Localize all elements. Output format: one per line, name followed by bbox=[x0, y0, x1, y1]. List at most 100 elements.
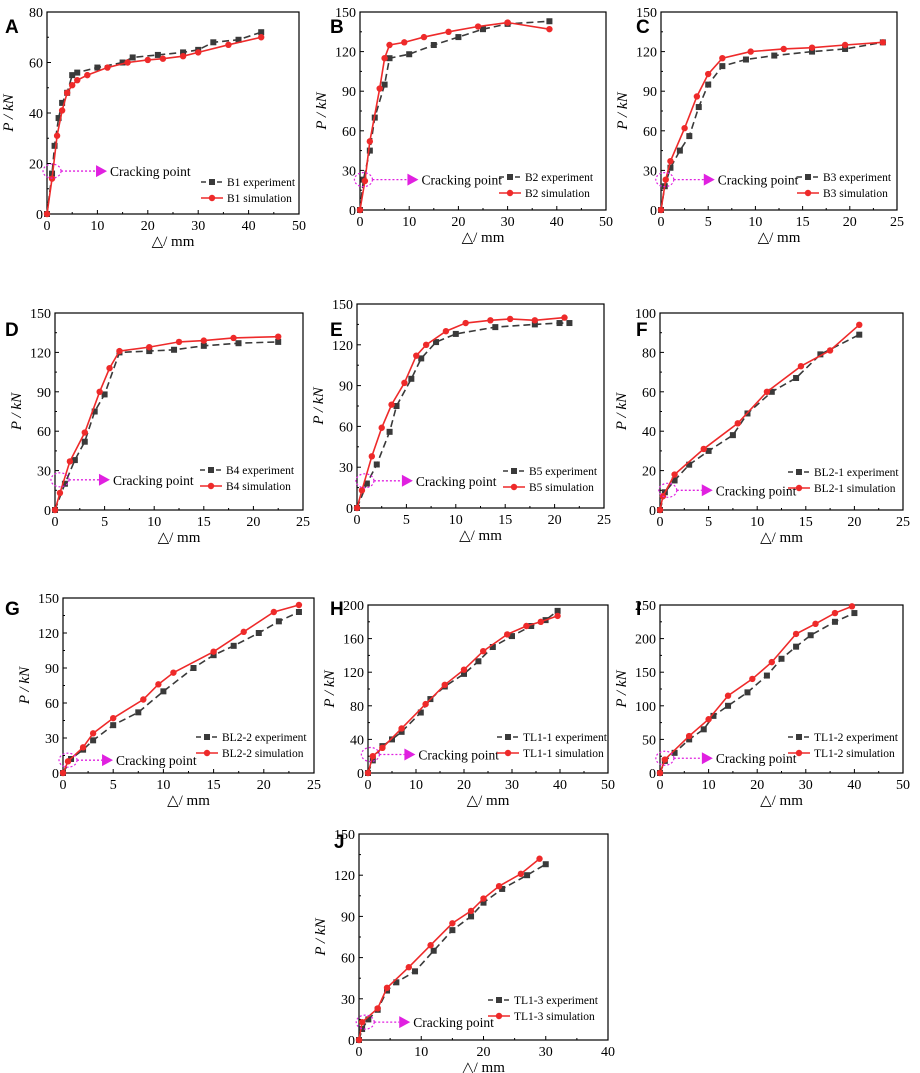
x-tick-label: 15 bbox=[498, 513, 512, 528]
simulation-marker bbox=[462, 319, 469, 327]
simulation-marker bbox=[661, 756, 669, 763]
simulation-marker bbox=[812, 620, 819, 628]
x-tick-label: 0 bbox=[365, 778, 372, 793]
x-axis-title: △/ mm bbox=[167, 793, 210, 809]
experiment-marker bbox=[461, 670, 467, 677]
x-tick-label: 10 bbox=[449, 513, 463, 528]
simulation-marker bbox=[210, 648, 217, 655]
simulation-marker bbox=[96, 388, 103, 395]
simulation-marker bbox=[63, 89, 71, 97]
legend-entry-label: TL1-3 simulation bbox=[514, 1011, 595, 1023]
simulation-marker bbox=[240, 628, 247, 636]
x-tick-label: 10 bbox=[702, 778, 716, 793]
simulation-marker bbox=[795, 749, 803, 757]
simulation-marker bbox=[480, 895, 487, 902]
simulation-marker bbox=[826, 347, 834, 354]
legend-entry-label: B5 simulation bbox=[529, 482, 594, 494]
simulation-marker bbox=[671, 471, 678, 478]
y-tick-label: 0 bbox=[649, 504, 656, 519]
simulation-marker bbox=[208, 194, 216, 202]
x-tick-label: 30 bbox=[191, 219, 205, 234]
y-tick-label: 150 bbox=[335, 6, 356, 21]
y-tick-label: 150 bbox=[334, 828, 355, 843]
y-tick-label: 30 bbox=[643, 164, 657, 179]
x-tick-label: 0 bbox=[354, 513, 361, 528]
y-tick-label: 200 bbox=[343, 599, 364, 614]
y-tick-label: 80 bbox=[642, 346, 656, 361]
x-tick-label: 20 bbox=[843, 215, 857, 230]
x-tick-label: 15 bbox=[197, 515, 211, 530]
simulation-marker bbox=[366, 138, 374, 145]
cracking-point-annotation: Cracking point bbox=[58, 752, 197, 768]
cracking-point-annotation: Cracking point bbox=[42, 163, 191, 179]
cracking-point-annotation: Cracking point bbox=[360, 746, 499, 763]
y-tick-label: 150 bbox=[332, 298, 353, 313]
y-tick-label: 60 bbox=[45, 697, 59, 712]
experiment-marker bbox=[430, 947, 437, 954]
cracking-point-arrowhead bbox=[98, 473, 110, 486]
simulation-marker bbox=[467, 907, 475, 915]
experiment-marker bbox=[499, 885, 506, 892]
x-tick-label: 30 bbox=[539, 1045, 553, 1060]
y-tick-label: 200 bbox=[635, 633, 656, 648]
y-tick-label: 60 bbox=[341, 952, 355, 967]
experiment-marker bbox=[258, 29, 265, 36]
y-tick-label: 60 bbox=[37, 425, 51, 440]
x-tick-label: 0 bbox=[60, 778, 67, 793]
cracking-point-annotation: Cracking point bbox=[655, 750, 797, 766]
experiment-marker bbox=[154, 51, 161, 58]
y-tick-label: 30 bbox=[37, 465, 51, 480]
x-tick-label: 10 bbox=[90, 219, 104, 234]
experiment-marker bbox=[475, 658, 482, 665]
experiment-marker bbox=[509, 633, 515, 640]
simulation-marker bbox=[386, 41, 393, 49]
x-tick-label: 50 bbox=[599, 215, 613, 230]
legend-entry-label: B1 experiment bbox=[227, 177, 296, 189]
legend-entry-label: BL2-2 simulation bbox=[222, 748, 304, 760]
experiment-marker bbox=[430, 42, 437, 48]
x-tick-label: 10 bbox=[750, 515, 764, 530]
simulation-series bbox=[657, 39, 887, 214]
simulation-marker bbox=[124, 59, 131, 66]
x-tick-label: 25 bbox=[307, 778, 321, 793]
x-tick-label: 40 bbox=[847, 778, 861, 793]
simulation-line bbox=[356, 316, 565, 509]
experiment-marker bbox=[729, 432, 736, 439]
y-tick-label: 80 bbox=[350, 700, 364, 715]
x-tick-label: 25 bbox=[597, 513, 611, 528]
simulation-marker bbox=[53, 132, 61, 139]
y-tick-label: 100 bbox=[635, 307, 656, 322]
cracking-point-arrowhead bbox=[404, 748, 416, 761]
y-tick-label: 120 bbox=[30, 346, 51, 361]
x-axis-title: △/ mm bbox=[462, 1060, 505, 1073]
x-axis-title: △/ mm bbox=[158, 530, 201, 546]
y-tick-label: 120 bbox=[636, 46, 657, 61]
experiment-marker bbox=[69, 72, 76, 79]
legend: TL1-2 experiment TL1-2 simulation bbox=[788, 732, 899, 760]
experiment-marker bbox=[386, 55, 393, 62]
panel-letter: E bbox=[330, 320, 343, 341]
x-tick-label: 40 bbox=[601, 1045, 615, 1060]
y-tick-label: 0 bbox=[348, 1034, 355, 1049]
simulation-marker bbox=[506, 315, 514, 323]
legend-entry-label: BL2-1 experiment bbox=[814, 467, 899, 479]
x-tick-label: 5 bbox=[705, 215, 712, 230]
cracking-point-arrowhead bbox=[701, 752, 713, 765]
x-tick-label: 15 bbox=[796, 215, 810, 230]
simulation-marker bbox=[79, 744, 87, 751]
experiment-marker bbox=[542, 861, 549, 868]
simulation-marker bbox=[144, 56, 151, 64]
simulation-marker bbox=[383, 984, 391, 992]
x-tick-label: 10 bbox=[409, 778, 423, 793]
y-tick-label: 30 bbox=[341, 993, 355, 1008]
simulation-marker bbox=[66, 458, 74, 465]
legend-entry-label: TL1-2 experiment bbox=[814, 732, 899, 744]
x-tick-label: 10 bbox=[414, 1045, 428, 1060]
y-tick-label: 30 bbox=[45, 732, 59, 747]
experiment-marker bbox=[295, 609, 302, 615]
experiment-marker bbox=[507, 174, 513, 180]
experiment-marker bbox=[851, 610, 858, 617]
y-tick-label: 40 bbox=[350, 733, 364, 748]
y-tick-label: 0 bbox=[44, 504, 51, 519]
simulation-marker bbox=[89, 730, 97, 737]
